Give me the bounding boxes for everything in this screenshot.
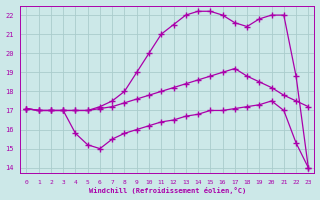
- X-axis label: Windchill (Refroidissement éolien,°C): Windchill (Refroidissement éolien,°C): [89, 187, 246, 194]
